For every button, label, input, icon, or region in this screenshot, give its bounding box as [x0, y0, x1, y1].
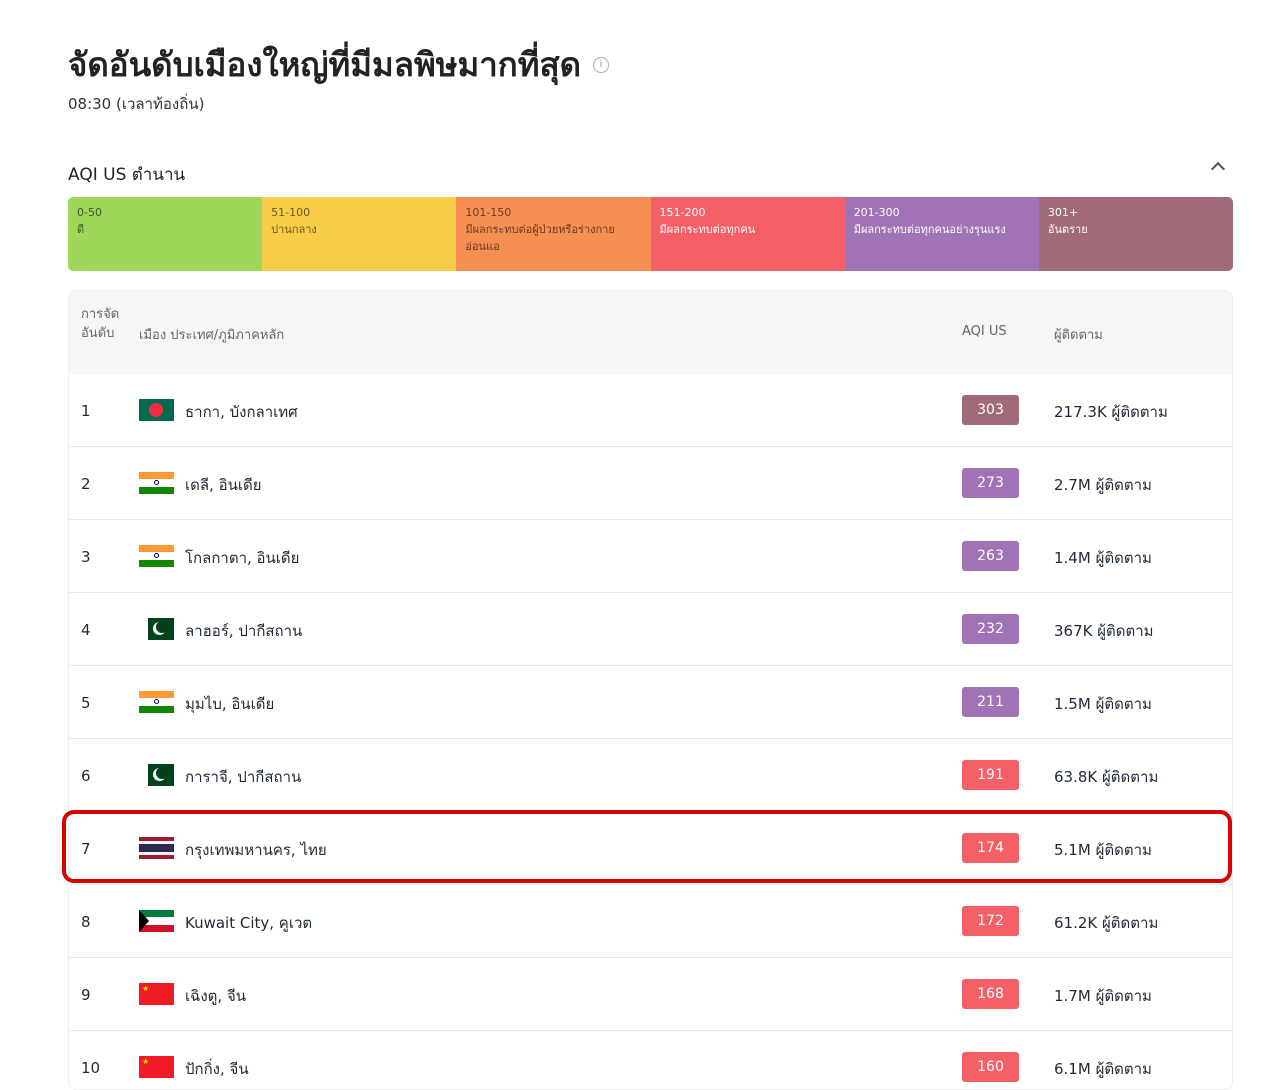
segment-range: 201-300 — [853, 206, 900, 219]
scale-segment: 51-100 ปานกลาง — [262, 197, 457, 271]
table-row[interactable]: 5 มุมไบ, อินเดีย 211 1.5M ผู้ติดตาม — [69, 666, 1232, 739]
segment-label: อันตราย — [1047, 223, 1088, 236]
aqi-badge: 211 — [962, 687, 1019, 717]
header-followers[interactable]: ผู้ติดตาม — [1054, 328, 1103, 343]
header-aqi[interactable]: AQI US — [962, 324, 1007, 339]
flag-india-icon — [139, 691, 174, 713]
segment-range: 51-100 — [271, 206, 311, 219]
city-name[interactable]: ปักกิ่ง, จีน — [185, 1060, 249, 1078]
rank: 2 — [81, 475, 91, 493]
followers: 1.7M ผู้ติดตาม — [1054, 987, 1152, 1005]
legend-title: AQI US ตำนาน — [68, 165, 186, 185]
city-name[interactable]: โกลกาตา, อินเดีย — [185, 549, 300, 567]
aqi-badge: 232 — [962, 614, 1019, 644]
segment-label: ปานกลาง — [271, 223, 317, 236]
city-name[interactable]: การาจี, ปากีสถาน — [185, 768, 302, 786]
scale-segment: 301+ อันตราย — [1038, 197, 1233, 271]
followers: 6.1M ผู้ติดตาม — [1054, 1060, 1152, 1078]
followers: 2.7M ผู้ติดตาม — [1054, 476, 1152, 494]
followers: 217.3K ผู้ติดตาม — [1054, 403, 1168, 421]
rank: 5 — [81, 694, 91, 712]
segment-label: มีผลกระทบต่อทุกคน — [659, 223, 756, 236]
table-row[interactable]: 1 ธากา, บังกลาเทศ 303 217.3K ผู้ติดตาม — [69, 374, 1232, 447]
rank: 8 — [81, 913, 91, 931]
table-row[interactable]: 9 ★ เฉิงตู, จีน 168 1.7M ผู้ติดตาม — [69, 958, 1232, 1031]
rank: 9 — [81, 986, 91, 1004]
followers: 63.8K ผู้ติดตาม — [1054, 768, 1159, 786]
rank: 6 — [81, 767, 91, 785]
table-row[interactable]: 4 ลาฮอร์, ปากีสถาน 232 367K ผู้ติดตาม — [69, 593, 1232, 666]
info-icon[interactable]: i — [593, 56, 610, 73]
ranking-table: การจัดอันดับ เมือง ประเทศ/ภูมิภาคหลัก AQ… — [68, 290, 1233, 1090]
city-name[interactable]: ธากา, บังกลาเทศ — [185, 403, 298, 421]
table-row[interactable]: 2 เดลี, อินเดีย 273 2.7M ผู้ติดตาม — [69, 447, 1232, 520]
segment-range: 301+ — [1047, 206, 1079, 219]
city-name[interactable]: เฉิงตู, จีน — [185, 987, 246, 1005]
chevron-up-icon[interactable] — [1210, 161, 1226, 177]
city-name[interactable]: เดลี, อินเดีย — [185, 476, 262, 494]
followers: 367K ผู้ติดตาม — [1054, 622, 1154, 640]
segment-label: ดี — [77, 223, 85, 236]
table-row[interactable]: 7 กรุงเทพมหานคร, ไทย 174 5.1M ผู้ติดตาม — [69, 812, 1232, 885]
segment-range: 0-50 — [77, 206, 102, 219]
city-name[interactable]: ลาฮอร์, ปากีสถาน — [185, 622, 303, 640]
flag-kuwait-icon — [139, 910, 174, 932]
table-row[interactable]: 3 โกลกาตา, อินเดีย 263 1.4M ผู้ติดตาม — [69, 520, 1232, 593]
aqi-badge: 172 — [962, 906, 1019, 936]
city-name[interactable]: มุมไบ, อินเดีย — [185, 695, 275, 713]
page-title: จัดอันดับเมืองใหญ่ที่มีมลพิษมากที่สุด i — [68, 38, 610, 91]
followers: 5.1M ผู้ติดตาม — [1054, 841, 1152, 859]
aqi-badge: 273 — [962, 468, 1019, 498]
scale-segment: 0-50 ดี — [68, 197, 263, 271]
table-row[interactable]: 8 Kuwait City, คูเวต 172 61.2K ผู้ติดตาม — [69, 885, 1232, 958]
aqi-badge: 160 — [962, 1052, 1019, 1082]
flag-china-icon: ★ — [139, 983, 174, 1005]
scale-segment: 101-150 มีผลกระทบต่อผู้ป่วยหรือร่างกายอ่อ… — [456, 197, 651, 271]
flag-pakistan-icon — [139, 764, 174, 786]
local-time: 08:30 (เวลาท้องถิ่น) — [68, 95, 205, 113]
aqi-badge: 168 — [962, 979, 1019, 1009]
segment-label: มีผลกระทบต่อทุกคนอย่างรุนแรง — [853, 223, 1006, 236]
segment-range: 151-200 — [659, 206, 706, 219]
aqi-badge: 174 — [962, 833, 1019, 863]
aqi-badge: 263 — [962, 541, 1019, 571]
flag-india-icon — [139, 545, 174, 567]
header-rank[interactable]: การจัดอันดับ — [81, 307, 120, 341]
followers: 1.4M ผู้ติดตาม — [1054, 549, 1152, 567]
scale-segment: 151-200 มีผลกระทบต่อทุกคน — [650, 197, 845, 271]
segment-range: 101-150 — [465, 206, 512, 219]
table-row[interactable]: 6 การาจี, ปากีสถาน 191 63.8K ผู้ติดตาม — [69, 739, 1232, 812]
header-city: เมือง ประเทศ/ภูมิภาคหลัก — [139, 328, 285, 343]
flag-india-icon — [139, 472, 174, 494]
rank: 4 — [81, 621, 91, 639]
flag-china-icon: ★ — [139, 1056, 174, 1078]
scale-segment: 201-300 มีผลกระทบต่อทุกคนอย่างรุนแรง — [844, 197, 1039, 271]
rank: 10 — [81, 1059, 101, 1077]
table-row[interactable]: 10 ★ ปักกิ่ง, จีน 160 6.1M ผู้ติดตาม — [69, 1031, 1232, 1089]
flag-pakistan-icon — [139, 618, 174, 640]
title-text: จัดอันดับเมืองใหญ่ที่มีมลพิษมากที่สุด — [68, 45, 582, 84]
rank: 1 — [81, 402, 91, 420]
rank: 7 — [81, 840, 91, 858]
segment-label: มีผลกระทบต่อผู้ป่วยหรือร่างกายอ่อนแอ — [465, 223, 615, 253]
aqi-badge: 191 — [962, 760, 1019, 790]
city-name[interactable]: Kuwait City, คูเวต — [185, 914, 313, 932]
table-header: การจัดอันดับ เมือง ประเทศ/ภูมิภาคหลัก AQ… — [69, 291, 1232, 374]
city-name[interactable]: กรุงเทพมหานคร, ไทย — [185, 841, 327, 859]
flag-bangladesh-icon — [139, 399, 174, 421]
flag-thailand-icon — [139, 837, 174, 859]
rank: 3 — [81, 548, 91, 566]
followers: 1.5M ผู้ติดตาม — [1054, 695, 1152, 713]
aqi-badge: 303 — [962, 395, 1019, 425]
aqi-scale: 0-50 ดี 51-100 ปานกลาง 101-150 มีผลกระทบต่อผู… — [68, 197, 1233, 271]
followers: 61.2K ผู้ติดตาม — [1054, 914, 1159, 932]
